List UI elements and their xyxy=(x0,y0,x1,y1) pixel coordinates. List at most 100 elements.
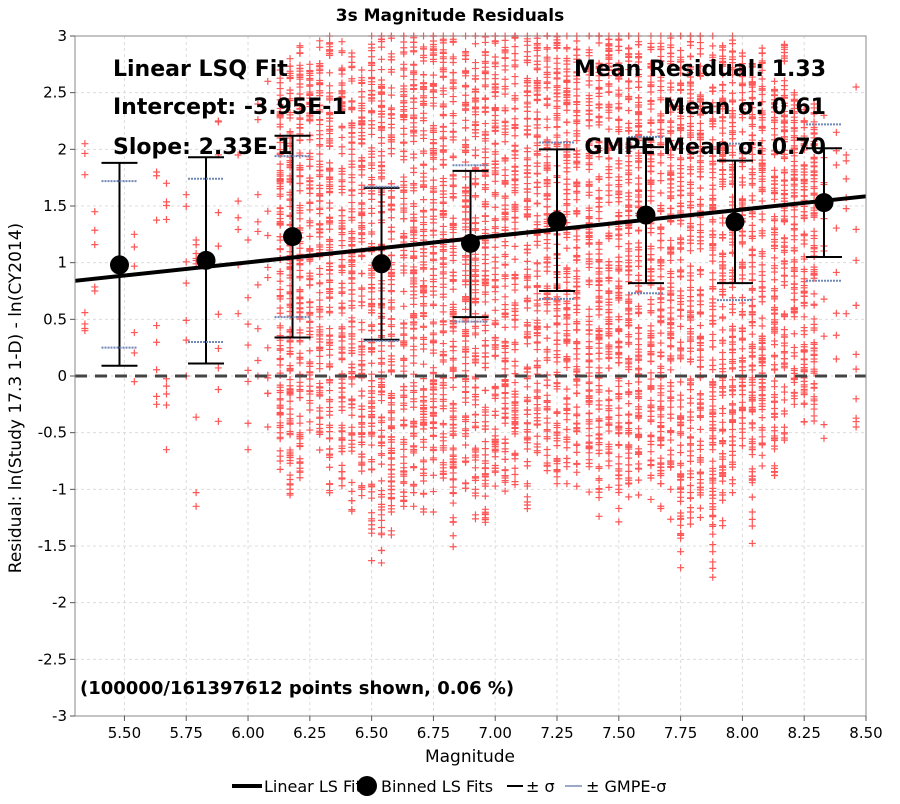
scatter-point xyxy=(378,342,385,349)
scatter-point xyxy=(635,324,642,331)
scatter-point xyxy=(482,451,489,458)
scatter-point xyxy=(687,240,694,247)
scatter-point xyxy=(482,387,489,394)
scatter-point xyxy=(647,417,654,424)
scatter-point xyxy=(502,91,509,98)
scatter-point xyxy=(153,322,160,329)
scatter-point xyxy=(400,417,407,424)
scatter-point xyxy=(502,119,509,126)
scatter-point xyxy=(338,482,345,489)
scatter-point xyxy=(316,280,323,287)
scatter-point xyxy=(368,413,375,420)
scatter-point xyxy=(163,446,170,453)
scatter-point xyxy=(440,182,447,189)
scatter-point xyxy=(687,482,694,489)
scatter-point xyxy=(573,404,580,411)
scatter-point xyxy=(687,247,694,254)
scatter-point xyxy=(615,338,622,345)
scatter-point xyxy=(534,433,541,440)
scatter-point xyxy=(388,84,395,91)
scatter-point xyxy=(534,190,541,197)
scatter-point xyxy=(368,296,375,303)
scatter-point xyxy=(296,215,303,222)
scatter-point xyxy=(511,256,518,263)
scatter-point xyxy=(677,307,684,314)
scatter-point xyxy=(625,85,632,92)
scatter-point xyxy=(326,295,333,302)
scatter-point xyxy=(544,335,551,342)
scatter-point xyxy=(277,453,284,460)
scatter-point xyxy=(358,172,365,179)
scatter-point xyxy=(524,458,531,465)
scatter-point xyxy=(400,288,407,295)
scatter-point xyxy=(667,188,674,195)
scatter-point xyxy=(326,82,333,89)
scatter-point xyxy=(287,472,294,479)
scatter-point xyxy=(635,395,642,402)
scatter-point xyxy=(502,394,509,401)
scatter-point xyxy=(316,141,323,148)
scatter-point xyxy=(563,190,570,197)
scatter-point xyxy=(482,298,489,305)
scatter-point xyxy=(596,246,603,253)
scatter-point xyxy=(153,339,160,346)
scatter-point xyxy=(615,243,622,250)
scatter-point xyxy=(657,286,664,293)
scatter-point xyxy=(647,197,654,204)
scatter-point xyxy=(410,352,417,359)
scatter-point xyxy=(440,260,447,267)
scatter-point xyxy=(554,313,561,320)
scatter-point xyxy=(450,347,457,354)
scatter-point xyxy=(635,84,642,91)
scatter-point xyxy=(625,107,632,114)
scatter-point xyxy=(264,208,271,215)
scatter-point xyxy=(615,116,622,123)
scatter-point xyxy=(348,130,355,137)
scatter-point xyxy=(492,408,499,415)
scatter-point xyxy=(296,300,303,307)
scatter-point xyxy=(615,93,622,100)
scatter-point xyxy=(420,207,427,214)
scatter-point xyxy=(400,383,407,390)
scatter-point xyxy=(657,306,664,313)
scatter-point xyxy=(544,102,551,109)
scatter-point xyxy=(534,259,541,266)
scatter-point xyxy=(573,190,580,197)
scatter-point xyxy=(502,406,509,413)
scatter-point xyxy=(687,381,694,388)
scatter-point xyxy=(492,352,499,359)
scatter-point xyxy=(287,411,294,418)
scatter-point xyxy=(430,288,437,295)
scatter-point xyxy=(348,397,355,404)
scatter-point xyxy=(687,514,694,521)
scatter-point xyxy=(400,139,407,146)
scatter-point xyxy=(450,543,457,550)
scatter-point xyxy=(596,215,603,222)
scatter-point xyxy=(615,505,622,512)
scatter-point xyxy=(358,468,365,475)
scatter-point xyxy=(296,42,303,49)
scatter-point xyxy=(492,71,499,78)
scatter-point xyxy=(482,493,489,500)
scatter-point xyxy=(338,338,345,345)
scatter-point xyxy=(388,214,395,221)
scatter-point xyxy=(254,228,261,235)
scatter-point xyxy=(677,162,684,169)
scatter-point xyxy=(277,85,284,92)
scatter-point xyxy=(358,224,365,231)
scatter-point xyxy=(657,266,664,273)
scatter-point xyxy=(524,108,531,115)
scatter-point xyxy=(544,192,551,199)
scatter-point xyxy=(420,457,427,464)
scatter-point xyxy=(388,195,395,202)
scatter-point xyxy=(524,258,531,265)
scatter-point xyxy=(615,472,622,479)
scatter-point xyxy=(472,384,479,391)
scatter-point xyxy=(615,395,622,402)
scatter-point xyxy=(687,308,694,315)
scatter-point xyxy=(625,253,632,260)
scatter-point xyxy=(400,215,407,222)
scatter-point xyxy=(677,47,684,54)
scatter-point xyxy=(625,240,632,247)
scatter-point xyxy=(183,317,190,324)
